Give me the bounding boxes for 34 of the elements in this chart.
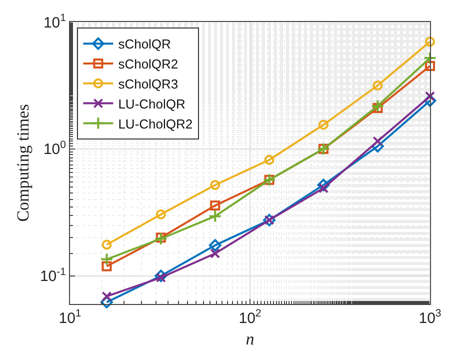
point (156, 232, 166, 243)
point (156, 272, 166, 283)
point (102, 240, 112, 250)
point (372, 136, 383, 146)
point (102, 261, 112, 272)
legend-label: sCholQR (118, 36, 171, 52)
x-tick-label: 10$^{1}$ (58, 308, 82, 327)
point (371, 99, 384, 113)
point (208, 239, 222, 252)
x-axis-title: n (246, 329, 254, 348)
y-tick-label: 10$^{-1}$ (40, 266, 66, 286)
y-tick-label: 10$^{1}$ (43, 12, 66, 32)
point (264, 154, 274, 165)
x-tick-label: 10$^{2}$ (238, 308, 262, 327)
point (100, 252, 114, 266)
point (317, 178, 330, 192)
point (372, 103, 383, 114)
y-axis-title: Computing times (14, 104, 33, 222)
y-tick-label: 10$^{0}$ (43, 138, 66, 158)
point (154, 270, 168, 282)
point (208, 210, 222, 223)
point (210, 248, 220, 258)
x-tick-label: 10$^{3}$ (418, 308, 442, 327)
point (210, 200, 220, 211)
point (102, 291, 112, 302)
legend-label: sCholQR2 (118, 56, 178, 72)
point (156, 209, 166, 220)
legend-label: LU-CholQR (118, 96, 186, 112)
point (210, 180, 220, 190)
legend-label: LU-CholQR2 (118, 116, 193, 132)
point (318, 120, 328, 130)
legend-label: sCholQR3 (118, 76, 178, 92)
point (154, 232, 168, 246)
point (372, 80, 383, 90)
